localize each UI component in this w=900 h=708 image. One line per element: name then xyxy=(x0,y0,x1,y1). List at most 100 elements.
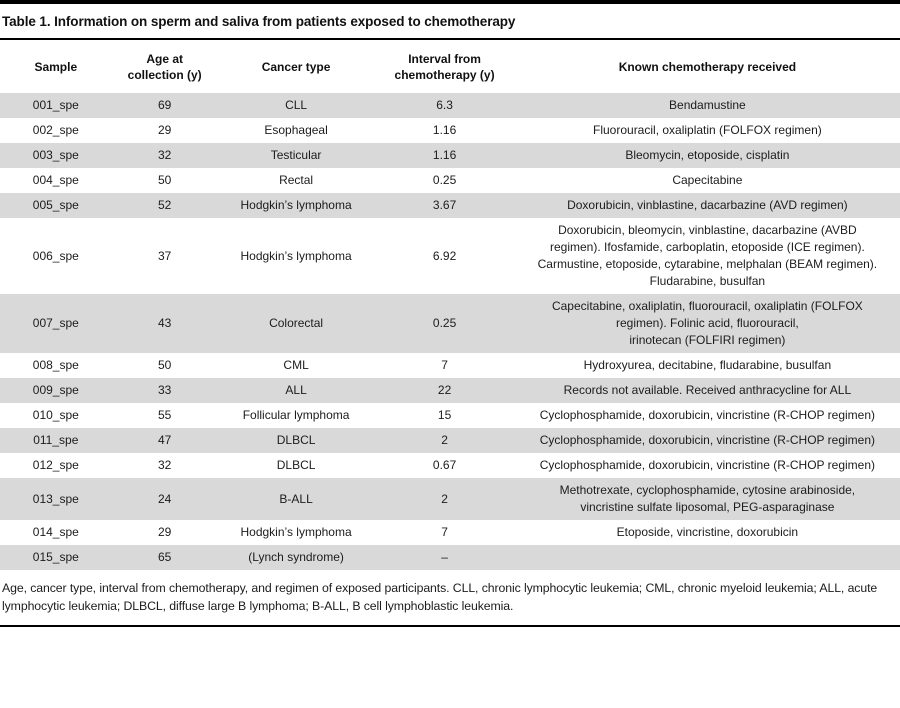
cell-age: 29 xyxy=(111,118,218,143)
cell-cancer: CLL xyxy=(217,93,375,118)
cell-cancer: B-ALL xyxy=(217,478,375,520)
cell-age: 50 xyxy=(111,353,218,378)
cell-cancer: Follicular lymphoma xyxy=(217,403,375,428)
cell-age: 65 xyxy=(111,545,218,570)
cell-age: 37 xyxy=(111,218,218,294)
cell-chemo: Bendamustine xyxy=(514,93,900,118)
table-row: 002_spe 29 Esophageal 1.16 Fluorouracil, oxa… xyxy=(0,118,900,143)
cell-interval: 22 xyxy=(374,378,515,403)
cell-sample: 004_spe xyxy=(0,168,112,193)
table-row: 003_spe 32 Testicular 1.16 Bleomycin, etopos… xyxy=(0,143,900,168)
col-header-chemotherapy: Known chemotherapy received xyxy=(618,59,797,74)
header-row: Sample Age at collection (y) Cancer type… xyxy=(0,40,900,93)
cell-cancer: Hodgkin’s lymphoma xyxy=(217,193,375,218)
cell-age: 32 xyxy=(111,143,218,168)
table-row: 011_spe 47 DLBCL 2 Cyclophosphamide, doxorub… xyxy=(0,428,900,453)
cell-sample: 015_spe xyxy=(0,545,112,570)
table-body: 001_spe 69 CLL 6.3 Bendamustine 002_spe 29 Esop… xyxy=(0,93,900,570)
cell-chemo: Hydroxyurea, decitabine, fludarabine, bu… xyxy=(514,353,900,378)
cell-age: 69 xyxy=(111,93,218,118)
top-rule-thick xyxy=(0,0,900,4)
cell-cancer: Rectal xyxy=(217,168,375,193)
cell-sample: 007_spe xyxy=(0,294,112,353)
cell-interval: 6.92 xyxy=(374,218,515,294)
cell-interval: 3.67 xyxy=(374,193,515,218)
cell-interval: 15 xyxy=(374,403,515,428)
table-row: 010_spe 55 Follicular lymphoma 15 Cyclophosp… xyxy=(0,403,900,428)
cell-interval: 0.25 xyxy=(374,168,515,193)
cell-interval: – xyxy=(374,545,515,570)
table-row: 009_spe 33 ALL 22 Records not available. Rec… xyxy=(0,378,900,403)
cell-chemo: Methotrexate, cyclophosphamide, cytosine… xyxy=(514,478,900,520)
table-row: 015_spe 65 (Lynch syndrome) – xyxy=(0,545,900,570)
cell-sample: 008_spe xyxy=(0,353,112,378)
cell-age: 47 xyxy=(111,428,218,453)
table-row: 004_spe 50 Rectal 0.25 Capecitabine xyxy=(0,168,900,193)
cell-sample: 006_spe xyxy=(0,218,112,294)
cell-sample: 002_spe xyxy=(0,118,112,143)
table-row: 013_spe 24 B-ALL 2 Methotrexate, cyclophosph… xyxy=(0,478,900,520)
cell-age: 32 xyxy=(111,453,218,478)
cell-age: 52 xyxy=(111,193,218,218)
cell-chemo: Bleomycin, etoposide, cisplatin xyxy=(514,143,900,168)
cell-sample: 011_spe xyxy=(0,428,112,453)
col-header-cancer-type: Cancer type xyxy=(261,59,331,74)
cell-chemo: Doxorubicin, bleomycin, vinblastine, dac… xyxy=(514,218,900,294)
cell-interval: 7 xyxy=(374,520,515,545)
patients-table: Sample Age at collection (y) Cancer type… xyxy=(0,40,900,570)
cell-chemo: Etoposide, vincristine, doxorubicin xyxy=(514,520,900,545)
cell-sample: 012_spe xyxy=(0,453,112,478)
cell-sample: 005_spe xyxy=(0,193,112,218)
cell-age: 24 xyxy=(111,478,218,520)
cell-age: 43 xyxy=(111,294,218,353)
cell-cancer: Hodgkin’s lymphoma xyxy=(217,520,375,545)
cell-sample: 001_spe xyxy=(0,93,112,118)
cell-cancer: Esophageal xyxy=(217,118,375,143)
cell-chemo: Capecitabine, oxaliplatin, fluorouracil,… xyxy=(514,294,900,353)
cell-cancer: CML xyxy=(217,353,375,378)
cell-interval: 6.3 xyxy=(374,93,515,118)
cell-sample: 013_spe xyxy=(0,478,112,520)
cell-chemo: Fluorouracil, oxaliplatin (FOLFOX regime… xyxy=(514,118,900,143)
cell-cancer: Testicular xyxy=(217,143,375,168)
cell-interval: 0.67 xyxy=(374,453,515,478)
cell-interval: 1.16 xyxy=(374,118,515,143)
cell-chemo: Cyclophosphamide, doxorubicin, vincristi… xyxy=(514,428,900,453)
cell-interval: 0.25 xyxy=(374,294,515,353)
table-row: 001_spe 69 CLL 6.3 Bendamustine xyxy=(0,93,900,118)
table-figure: Table 1. Information on sperm and saliva… xyxy=(0,0,900,627)
cell-cancer: Colorectal xyxy=(217,294,375,353)
cell-interval: 1.16 xyxy=(374,143,515,168)
title-rule xyxy=(0,38,900,40)
col-header-interval: Interval from chemotherapy (y) xyxy=(394,51,495,82)
cell-interval: 2 xyxy=(374,478,515,520)
table-row: 014_spe 29 Hodgkin’s lymphoma 7 Etoposide, v… xyxy=(0,520,900,545)
cell-chemo xyxy=(514,545,900,570)
cell-age: 29 xyxy=(111,520,218,545)
table-row: 012_spe 32 DLBCL 0.67 Cyclophosphamide, doxo… xyxy=(0,453,900,478)
cell-cancer: DLBCL xyxy=(217,453,375,478)
table-title: Table 1. Information on sperm and saliva… xyxy=(2,14,516,29)
table-row: 007_spe 43 Colorectal 0.25 Capecitabine, oxa… xyxy=(0,294,900,353)
table-row: 008_spe 50 CML 7 Hydroxyurea, decitabine, fl… xyxy=(0,353,900,378)
cell-age: 50 xyxy=(111,168,218,193)
cell-interval: 7 xyxy=(374,353,515,378)
bottom-rule xyxy=(0,625,900,627)
cell-age: 55 xyxy=(111,403,218,428)
col-header-age: Age at collection (y) xyxy=(127,51,202,82)
cell-chemo: Records not available. Received anthracy… xyxy=(514,378,900,403)
cell-chemo: Capecitabine xyxy=(514,168,900,193)
cell-sample: 014_spe xyxy=(0,520,112,545)
cell-sample: 003_spe xyxy=(0,143,112,168)
cell-interval: 2 xyxy=(374,428,515,453)
cell-cancer: Hodgkin’s lymphoma xyxy=(217,218,375,294)
cell-sample: 009_spe xyxy=(0,378,112,403)
cell-cancer: ALL xyxy=(217,378,375,403)
cell-age: 33 xyxy=(111,378,218,403)
cell-chemo: Cyclophosphamide, doxorubicin, vincristi… xyxy=(514,403,900,428)
cell-cancer: (Lynch syndrome) xyxy=(217,545,375,570)
col-header-sample: Sample xyxy=(34,59,78,74)
table-row: 006_spe 37 Hodgkin’s lymphoma 6.92 Doxorubic… xyxy=(0,218,900,294)
cell-chemo: Cyclophosphamide, doxorubicin, vincristi… xyxy=(514,453,900,478)
table-footnote: Age, cancer type, interval from chemothe… xyxy=(2,581,878,613)
